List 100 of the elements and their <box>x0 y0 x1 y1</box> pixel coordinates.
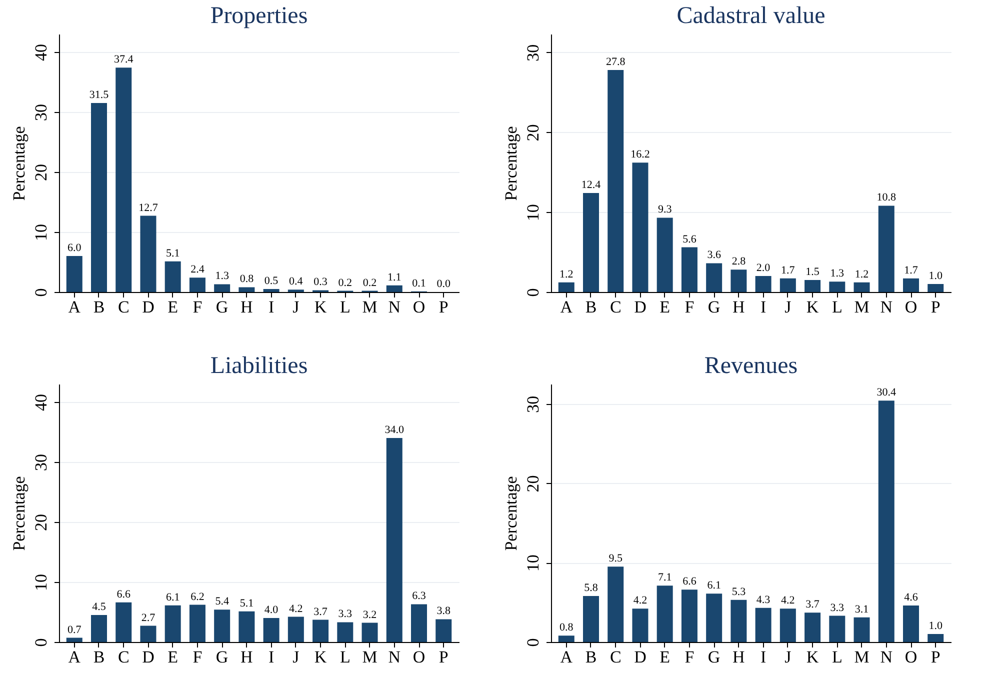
x-tick-label: K <box>806 648 820 666</box>
x-tick-label: M <box>854 648 870 666</box>
x-tick-label: K <box>806 298 820 316</box>
y-axis-title: Percentage <box>10 476 28 551</box>
data-label: 1.7 <box>781 264 796 276</box>
data-label: 6.6 <box>116 588 131 600</box>
data-label: 6.6 <box>682 576 697 588</box>
bar <box>164 605 181 642</box>
y-tick-label: 30 <box>524 396 542 413</box>
x-tick-label: M <box>362 648 378 666</box>
x-tick-label: C <box>118 648 130 666</box>
x-tick-label: G <box>708 298 720 316</box>
data-label: 4.5 <box>92 601 106 613</box>
x-tick-label: L <box>340 648 350 666</box>
x-tick-label: F <box>684 298 694 316</box>
x-tick-label: D <box>634 648 646 666</box>
bar <box>854 282 870 292</box>
x-tick-label: N <box>388 648 401 666</box>
bar <box>189 278 206 292</box>
chart-title: Liabilities <box>210 353 308 379</box>
x-tick-label: A <box>560 298 574 316</box>
bar <box>632 162 648 292</box>
data-label: 3.1 <box>854 603 869 616</box>
data-label: 30.4 <box>876 386 897 399</box>
x-tick-label: O <box>904 298 918 316</box>
y-axis-title: Percentage <box>502 126 520 201</box>
x-tick-label: I <box>760 648 766 666</box>
bar <box>928 634 944 642</box>
bar <box>755 276 772 292</box>
data-label: 4.6 <box>904 591 918 604</box>
x-tick-label: L <box>340 298 350 316</box>
chart-title: Revenues <box>704 353 798 379</box>
y-tick-label: 10 <box>524 204 542 222</box>
x-tick-label: P <box>930 648 940 666</box>
bar <box>91 615 107 642</box>
bar <box>558 282 574 292</box>
bar <box>854 617 870 642</box>
bar <box>312 620 329 642</box>
data-label: 5.1 <box>166 247 180 260</box>
bar <box>386 438 402 642</box>
bar <box>116 602 132 642</box>
bar <box>214 284 230 292</box>
data-label: 0.3 <box>314 276 328 288</box>
bar <box>829 616 846 642</box>
y-tick-label: 30 <box>524 44 542 62</box>
y-tick-label: 0 <box>32 288 50 297</box>
x-tick-label: J <box>784 298 792 316</box>
x-tick-label: J <box>784 648 792 666</box>
data-label: 4.2 <box>633 594 648 607</box>
data-label: 0.1 <box>412 277 426 290</box>
data-label: 5.4 <box>215 596 230 608</box>
bar <box>608 70 624 292</box>
data-label: 0.5 <box>264 275 279 287</box>
data-label: 5.1 <box>240 597 254 610</box>
data-label: 1.3 <box>215 270 230 282</box>
x-tick-label: C <box>610 648 622 666</box>
x-tick-label: B <box>93 648 105 666</box>
data-label: 3.6 <box>707 249 722 262</box>
data-label: 27.8 <box>606 56 626 68</box>
x-tick-label: P <box>930 298 940 316</box>
x-tick-label: C <box>118 298 130 316</box>
x-tick-label: A <box>560 648 574 666</box>
x-tick-label: F <box>684 648 694 666</box>
data-label: 7.1 <box>658 572 672 584</box>
bar <box>706 594 722 642</box>
bar <box>903 605 919 642</box>
bar <box>878 400 894 642</box>
data-label: 6.1 <box>707 580 721 592</box>
bar <box>706 263 722 292</box>
data-label: 1.3 <box>830 268 845 280</box>
x-tick-label: P <box>438 648 448 666</box>
bar <box>140 626 156 642</box>
y-axis-title: Percentage <box>10 126 28 201</box>
y-tick-label: 20 <box>524 475 542 492</box>
data-label: 4.2 <box>289 602 303 615</box>
data-label: 31.5 <box>89 89 110 101</box>
x-tick-label: I <box>268 648 274 666</box>
x-tick-label: B <box>585 298 597 316</box>
x-tick-label: C <box>610 298 622 316</box>
data-label: 3.8 <box>436 605 451 618</box>
data-label: 3.7 <box>806 598 820 611</box>
data-label: 2.7 <box>141 612 156 624</box>
bar <box>214 610 230 642</box>
data-label: 0.2 <box>362 276 377 289</box>
bar <box>878 206 894 292</box>
data-label: 5.3 <box>732 586 746 598</box>
chart-title: Properties <box>210 3 308 29</box>
y-tick-label: 30 <box>32 454 50 471</box>
x-tick-label: E <box>168 648 178 666</box>
bar <box>91 103 107 292</box>
data-label: 3.3 <box>338 608 353 620</box>
bar <box>116 68 132 292</box>
bar <box>66 638 82 642</box>
y-tick-label: 30 <box>32 104 50 121</box>
data-label: 1.0 <box>928 270 943 282</box>
bar <box>140 216 156 292</box>
x-tick-label: G <box>216 298 228 316</box>
data-label: 3.3 <box>830 602 845 614</box>
x-tick-label: I <box>760 298 766 316</box>
bar <box>583 596 599 642</box>
